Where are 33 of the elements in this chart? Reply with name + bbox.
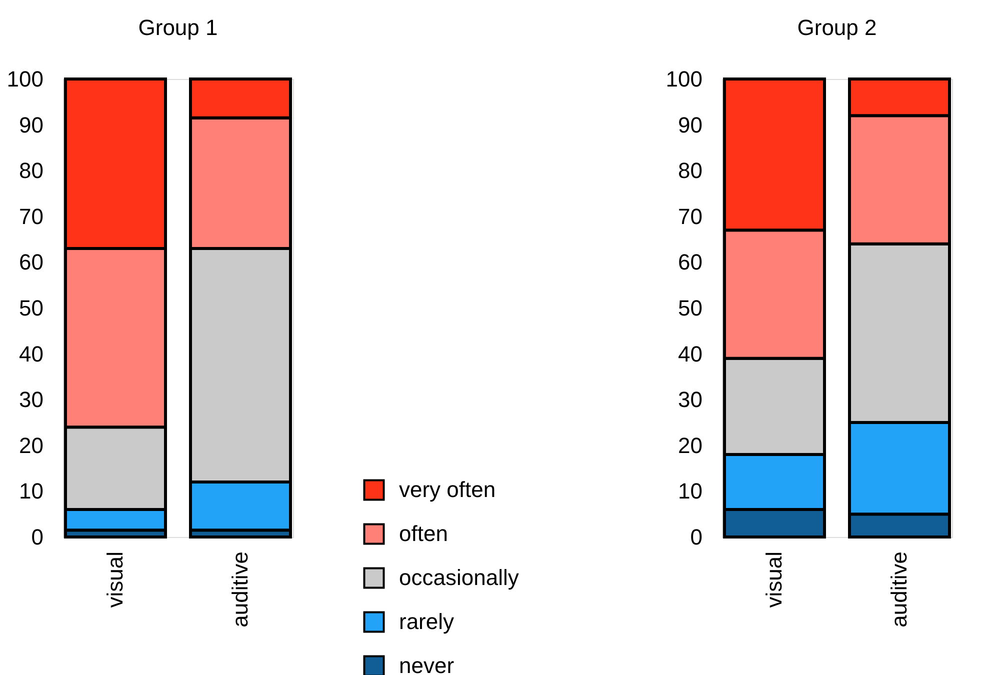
y-tick-label: 50 — [678, 296, 702, 320]
y-tick-label: 40 — [19, 341, 44, 366]
y-tick-label: 60 — [19, 250, 44, 275]
y-tick-label: 0 — [690, 524, 702, 550]
legend-label: rarely — [399, 609, 454, 634]
y-tick-label: 20 — [19, 432, 44, 458]
y-tick-label: 10 — [19, 478, 44, 504]
y-tick-label: 70 — [19, 204, 44, 229]
y-tick-label: 90 — [19, 112, 44, 138]
x-tick-label: auditive — [886, 552, 912, 628]
y-tick-label: 50 — [19, 296, 44, 320]
y-tick-label: 0 — [31, 524, 44, 550]
y-tick-label: 100 — [6, 66, 44, 92]
y-tick-label: 90 — [678, 112, 702, 138]
y-tick-label: 60 — [678, 250, 702, 275]
legend-label: very often — [399, 477, 496, 502]
chart-title: Group 1 — [138, 15, 218, 40]
y-tick-label: 80 — [19, 158, 44, 184]
y-tick-label: 30 — [19, 387, 44, 412]
y-tick-label: 30 — [678, 387, 702, 412]
y-tick-label: 10 — [678, 478, 702, 504]
y-tick-label: 20 — [678, 432, 702, 458]
y-tick-label: 70 — [678, 204, 702, 229]
y-tick-label: 80 — [678, 158, 702, 184]
chart-title: Group 2 — [797, 15, 877, 40]
legend-label: often — [399, 521, 448, 546]
x-tick-label: visual — [102, 552, 128, 608]
y-tick-label: 100 — [666, 66, 702, 92]
y-tick-label: 40 — [678, 341, 702, 366]
x-tick-label: visual — [762, 552, 786, 608]
legend-label: occasionally — [399, 565, 519, 590]
legend-label: never — [399, 653, 454, 675]
x-tick-label: auditive — [228, 552, 252, 628]
